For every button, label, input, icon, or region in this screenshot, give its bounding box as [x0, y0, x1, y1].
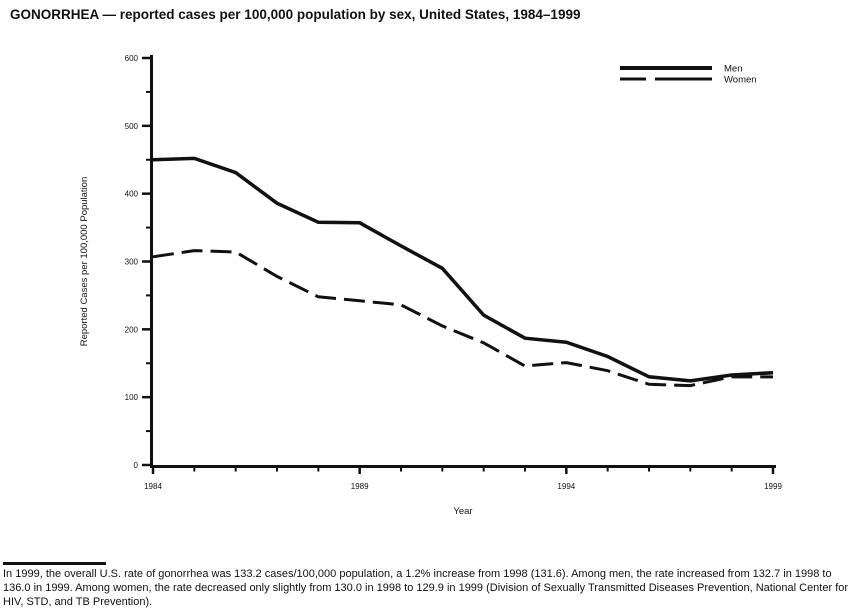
x-tick-label: 1989 [351, 482, 369, 491]
footnote-rule [3, 562, 106, 565]
series-line-men [152, 156, 774, 383]
y-axis-title: Reported Cases per 100,000 Population [79, 177, 90, 347]
x-axis-title: Year [453, 506, 472, 517]
legend-label-women: Women [724, 75, 757, 86]
x-tick-label: 1994 [557, 482, 575, 491]
y-tick-label: 600 [125, 54, 139, 63]
footnote-text: In 1999, the overall U.S. rate of gonorr… [3, 568, 849, 608]
x-tick-label: 1999 [764, 482, 782, 491]
y-tick-label: 100 [125, 393, 139, 402]
legend-label-men: Men [724, 64, 742, 75]
y-tick-label: 400 [125, 190, 139, 199]
series-line-women [152, 249, 774, 388]
y-tick-label: 0 [134, 461, 139, 470]
x-tick-label: 1984 [144, 482, 162, 491]
y-tick-label: 500 [125, 122, 139, 131]
y-tick-label: 200 [125, 325, 139, 334]
line-chart: 0 100 200 300 400 500 600 1984 1989 1994 1999 Repor… [79, 54, 782, 517]
y-tick-label: 300 [125, 258, 139, 267]
chart-title: GONORRHEA — reported cases per 100,000 p… [10, 7, 581, 22]
